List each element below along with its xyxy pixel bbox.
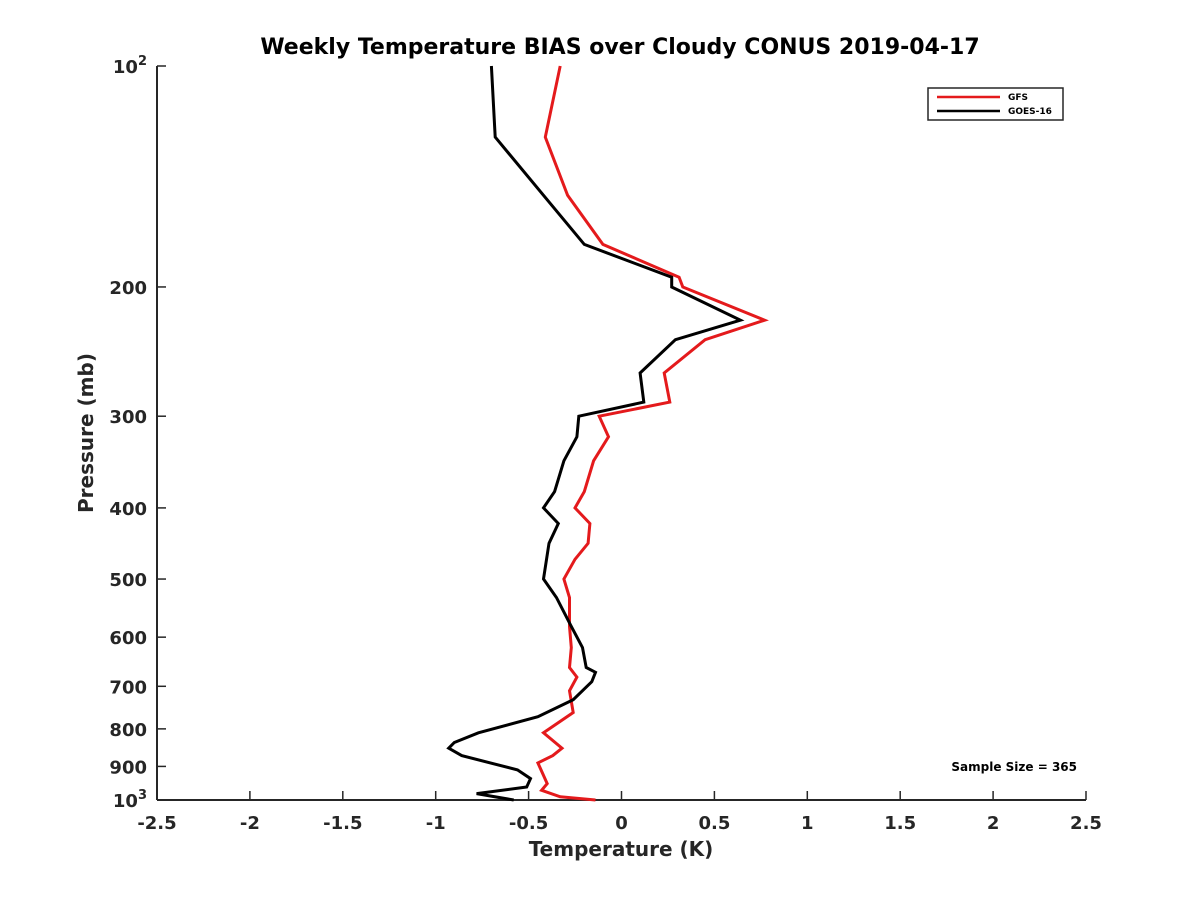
y-axis-label: Pressure (mb) bbox=[74, 353, 98, 513]
legend-label-gfs: GFS bbox=[1008, 93, 1028, 103]
y-tick-label: 900 bbox=[109, 757, 147, 778]
y-tick-label: 300 bbox=[109, 407, 147, 428]
sample-size-annotation: Sample Size = 365 bbox=[951, 760, 1077, 774]
series-lines bbox=[446, 65, 769, 802]
x-tick-label: -0.5 bbox=[509, 813, 548, 834]
y-tick-label: 600 bbox=[109, 628, 147, 649]
legend-box bbox=[927, 87, 1064, 121]
x-tick-label: 1.5 bbox=[884, 813, 916, 834]
chart-title: Weekly Temperature BIAS over Cloudy CONU… bbox=[260, 35, 979, 60]
x-tick-label: 2 bbox=[987, 813, 1000, 834]
x-tick-label: -1.5 bbox=[323, 813, 362, 834]
x-ticks: -2.5 -2 -1.5 -1 -0.5 0 0.5 1 1.5 2 2.5 bbox=[137, 791, 1102, 834]
y-tick-label: 700 bbox=[109, 677, 147, 698]
x-tick-label: 1 bbox=[801, 813, 814, 834]
x-tick-label: -2.5 bbox=[137, 813, 176, 834]
x-tick-label: 0.5 bbox=[698, 813, 730, 834]
x-tick-label: -2 bbox=[240, 813, 260, 834]
x-tick-label: -1 bbox=[426, 813, 446, 834]
axes bbox=[156, 66, 1086, 801]
y-tick-label: 400 bbox=[109, 499, 147, 520]
y-ticks: 102 200 300 400 500 600 700 800 900 103 bbox=[109, 54, 166, 812]
y-tick-label: 800 bbox=[109, 720, 147, 741]
y-tick-label: 500 bbox=[109, 570, 147, 591]
legend: GFS GOES-16 bbox=[927, 87, 1064, 121]
series-line-gfs bbox=[535, 65, 769, 802]
y-tick-label: 102 bbox=[113, 54, 147, 78]
y-tick-label: 103 bbox=[113, 788, 147, 812]
x-tick-label: 0 bbox=[615, 813, 628, 834]
x-tick-label: 2.5 bbox=[1070, 813, 1102, 834]
series-line-goes-16 bbox=[446, 65, 745, 802]
y-tick-label: 200 bbox=[109, 278, 147, 299]
legend-label-goes-16: GOES-16 bbox=[1008, 107, 1052, 117]
x-axis-label: Temperature (K) bbox=[529, 837, 714, 861]
